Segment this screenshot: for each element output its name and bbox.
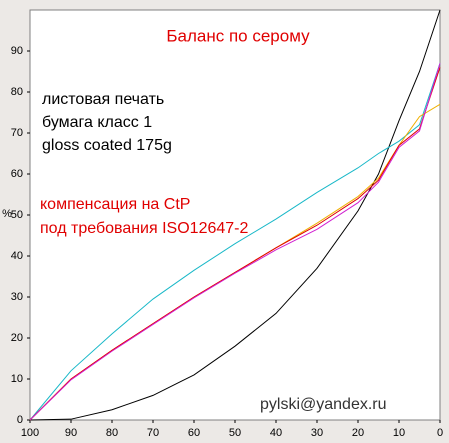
series-line	[29, 63, 441, 421]
plot-area	[29, 9, 441, 421]
x-tick-label: 40	[270, 427, 282, 439]
series-line	[29, 63, 441, 421]
y-tick-label: 60	[11, 168, 23, 180]
x-tick-label: 100	[21, 427, 39, 439]
y-tick-label: 90	[11, 45, 23, 57]
y-axis-label: %	[2, 208, 12, 220]
x-tick-label: 20	[352, 427, 364, 439]
annotation: gloss coated 175g	[42, 137, 172, 154]
annotation: pylski@yandex.ru	[260, 396, 387, 413]
x-tick-label: 30	[311, 427, 323, 439]
x-tick-label: 10	[393, 427, 405, 439]
annotation: бумага класс 1	[42, 114, 152, 131]
y-tick-label: 10	[11, 373, 23, 385]
annotation: компенсация на CtP	[40, 196, 190, 213]
chart-title: Баланс по серому	[166, 26, 310, 45]
x-tick-label: 0	[437, 427, 443, 439]
y-tick-label: 20	[11, 332, 23, 344]
x-tick-label: 50	[229, 427, 241, 439]
x-tick-label: 80	[106, 427, 118, 439]
x-tick-label: 60	[188, 427, 200, 439]
annotation: листовая печать	[42, 91, 164, 108]
y-tick-label: 40	[11, 250, 23, 262]
annotation: под требования ISO12647-2	[40, 220, 248, 237]
y-tick-label: 80	[11, 86, 23, 98]
y-tick-label: 0	[17, 414, 23, 426]
x-tick-label: 70	[147, 427, 159, 439]
y-tick-label: 30	[11, 291, 23, 303]
series-line	[29, 9, 441, 421]
y-tick-label: 70	[11, 127, 23, 139]
x-tick-label: 90	[65, 427, 77, 439]
series-line	[29, 67, 441, 421]
y-tick-label: 50	[11, 209, 23, 221]
